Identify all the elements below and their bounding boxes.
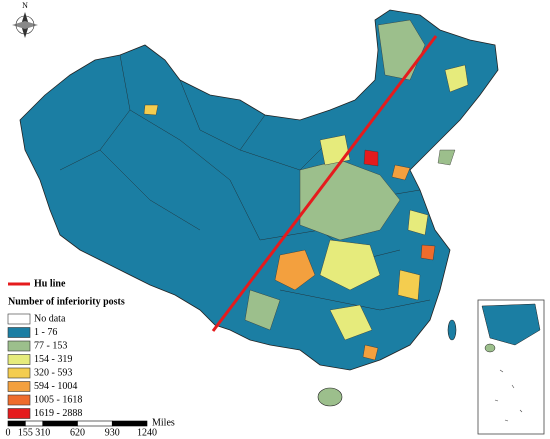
hainan <box>317 387 343 407</box>
legend-label: 594 - 1004 <box>34 381 77 392</box>
scale-tick-label: 930 <box>105 427 120 438</box>
legend-swatch <box>7 340 31 352</box>
compass: N <box>12 1 38 38</box>
legend-label: 1619 - 2888 <box>34 408 82 419</box>
legend-swatch <box>7 327 31 338</box>
legend-swatch <box>7 367 31 379</box>
compass-label: N <box>22 1 28 10</box>
legend-label: 320 - 593 <box>34 367 72 378</box>
scale-tick-label: 1240 <box>137 427 157 438</box>
scale-tick-label: 155 <box>18 427 33 438</box>
legend-label: No data <box>34 313 66 324</box>
scale-unit: Miles <box>152 417 175 428</box>
scale-segment <box>7 420 26 427</box>
legend-swatch <box>7 394 31 406</box>
scale-segment <box>77 420 113 427</box>
hu-line <box>211 35 438 332</box>
scale-tick-label: 0 <box>6 427 11 438</box>
legend-line-label: Hu line <box>34 278 66 289</box>
scale-tick-label: 310 <box>35 427 50 438</box>
mainland <box>19 9 499 371</box>
legend-swatch <box>7 354 31 365</box>
legend-title: Number of inferiority posts <box>8 296 125 307</box>
legend-label: 1 - 76 <box>34 327 57 338</box>
legend-swatch <box>7 313 31 325</box>
scale-segment <box>25 420 44 427</box>
regions <box>143 19 469 361</box>
scale-tick-label: 620 <box>70 427 85 438</box>
legend-label: 77 - 153 <box>34 340 67 351</box>
scale-segment <box>111 420 148 427</box>
legend-label: 154 - 319 <box>34 354 72 365</box>
legend-swatch <box>7 381 31 392</box>
legend-swatch <box>7 408 31 419</box>
scale-segment <box>42 420 78 427</box>
legend: Hu line Number of inferiority posts No d… <box>7 278 125 419</box>
inset <box>477 299 545 435</box>
taiwan <box>447 319 457 341</box>
legend-label: 1005 - 1618 <box>34 394 82 405</box>
